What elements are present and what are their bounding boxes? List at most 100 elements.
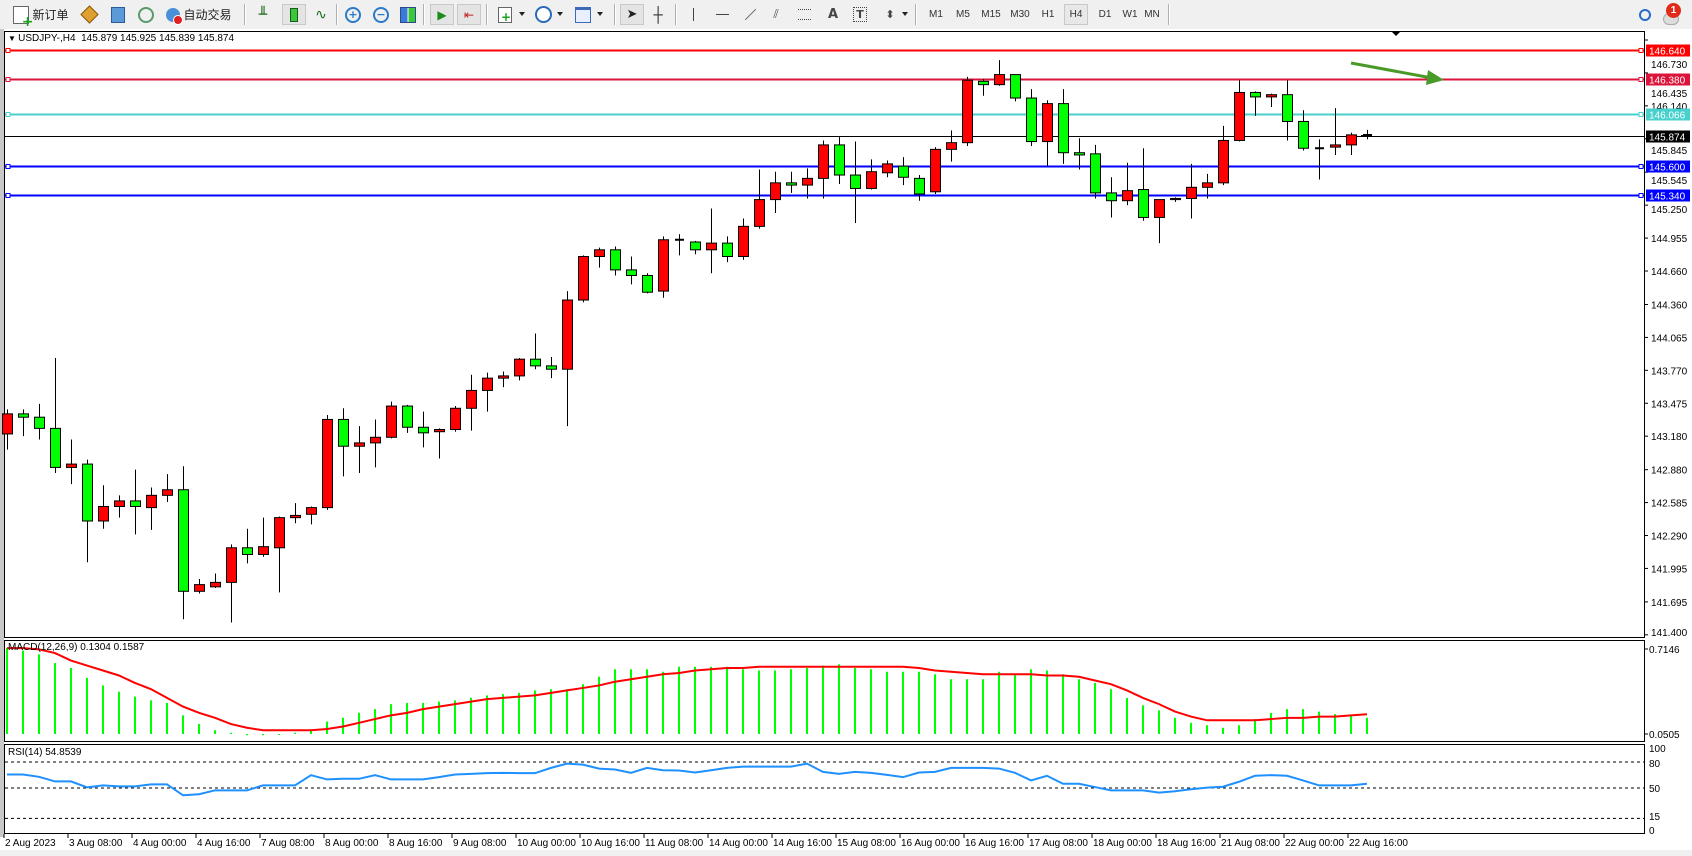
- chart-menu-triangle-icon[interactable]: ▼: [8, 34, 19, 43]
- candle-bull: [354, 442, 365, 447]
- macd-histogram-bar: [1222, 727, 1224, 734]
- text-label-button[interactable]: T: [849, 4, 871, 25]
- candle-bear: [130, 500, 141, 507]
- candle-bull: [562, 299, 573, 370]
- bar-chart-button[interactable]: ╨: [252, 4, 274, 25]
- candle-bull: [738, 225, 749, 258]
- candle-bull: [1186, 186, 1197, 199]
- price-label-bg: [1646, 44, 1690, 57]
- candlestick-chart-button[interactable]: [282, 4, 306, 25]
- macd-histogram-bar: [134, 696, 136, 734]
- toolbar-separator: [614, 4, 616, 25]
- price-line-label: 145.874: [1649, 133, 1686, 144]
- timeframe-h1[interactable]: H1: [1041, 9, 1055, 20]
- line-chart-button[interactable]: ∿: [310, 4, 332, 25]
- timeframe-w1[interactable]: W1: [1122, 9, 1138, 20]
- toolbar-separator: [1168, 4, 1170, 25]
- new-order-button[interactable]: + 新订单: [8, 4, 74, 29]
- price-tick-label: 142.290: [1651, 532, 1688, 543]
- timeframe-m30[interactable]: M30: [1010, 9, 1030, 20]
- timeframe-m5[interactable]: M5: [956, 9, 970, 20]
- crosshair-button[interactable]: ┼: [647, 4, 669, 25]
- templates-icon: [575, 6, 591, 23]
- price-line-label: 146.066: [1649, 111, 1686, 122]
- macd-histogram-bar: [1094, 682, 1096, 734]
- candle-bull: [1202, 182, 1213, 188]
- zoom-in-button[interactable]: +: [342, 4, 364, 25]
- candle-bull: [434, 428, 445, 433]
- arrows-dropdown-icon[interactable]: [902, 12, 908, 16]
- candle-bear: [642, 274, 653, 293]
- timeframe-d1[interactable]: D1: [1098, 9, 1112, 20]
- templates-button[interactable]: [572, 4, 594, 25]
- price-tick-label: 145.250: [1651, 205, 1688, 216]
- macd-histogram-bar: [38, 654, 40, 734]
- timeframe-mn[interactable]: MN: [1144, 9, 1160, 20]
- candle-bear: [1010, 74, 1021, 99]
- macd-histogram-bar: [1062, 674, 1064, 734]
- text-button[interactable]: A: [822, 4, 844, 25]
- templates-dropdown-icon[interactable]: [597, 12, 603, 16]
- cursor-icon: ➤: [626, 7, 638, 22]
- time-tick-label: 7 Aug 08:00: [261, 838, 315, 849]
- macd-histogram-bar: [822, 665, 824, 734]
- tile-windows-button[interactable]: [397, 4, 419, 25]
- periods-button[interactable]: [532, 4, 554, 25]
- macd-histogram-bar: [838, 664, 840, 734]
- macd-histogram-bar: [1302, 709, 1304, 734]
- macd-histogram-bar: [262, 734, 264, 736]
- price-tick-label: 142.585: [1651, 499, 1688, 510]
- symbol-ohlc-label: USDJPY-,H4 145.879 145.925 145.839 145.8…: [18, 33, 235, 44]
- indicators-button[interactable]: +: [494, 4, 516, 25]
- macd-histogram-bar: [1350, 715, 1352, 734]
- macd-histogram-bar: [950, 679, 952, 734]
- time-tick-label: 22 Aug 00:00: [1285, 838, 1344, 849]
- vertical-line-button[interactable]: [683, 4, 703, 25]
- timeframe-h4[interactable]: H4: [1064, 4, 1088, 25]
- toolbar-separator: [486, 4, 488, 25]
- toolbar-separator: [336, 4, 338, 25]
- fibonacci-retracement-button[interactable]: [793, 4, 815, 25]
- candle-bull: [194, 584, 205, 592]
- time-tick-label: 10 Aug 16:00: [581, 838, 640, 849]
- timeframe-m15[interactable]: M15: [981, 9, 1001, 20]
- time-tick-label: 21 Aug 08:00: [1221, 838, 1280, 849]
- autotrading-button[interactable]: 自动交易: [163, 4, 235, 25]
- auto-scroll-button[interactable]: ▶: [430, 4, 454, 25]
- line-handle: [5, 193, 11, 198]
- price-line-label: 146.380: [1649, 76, 1686, 87]
- line-handle: [1638, 112, 1644, 117]
- macd-panel: 0.7146 0.0505: [6, 645, 1680, 741]
- zoom-out-icon: −: [373, 6, 389, 23]
- price-tick-label: 144.360: [1651, 300, 1688, 311]
- search-button[interactable]: [1636, 4, 1654, 25]
- rsi-panel-border: [4, 744, 1645, 834]
- candle-bear: [1106, 192, 1117, 202]
- macd-histogram-bar: [966, 679, 968, 734]
- macd-histogram-bar: [518, 692, 520, 734]
- macd-histogram-bar: [854, 668, 856, 734]
- timeframe-m1[interactable]: M1: [929, 9, 943, 20]
- candle-bear: [82, 463, 93, 522]
- indicators-dropdown-icon[interactable]: [519, 12, 525, 16]
- cursor-button[interactable]: ➤: [620, 4, 644, 25]
- chart-shift-button[interactable]: ⇤: [457, 4, 481, 25]
- arrows-button[interactable]: ⬍: [879, 4, 901, 25]
- macd-histogram-bar: [22, 650, 24, 734]
- equidistant-channel-button[interactable]: ⫽: [765, 4, 787, 25]
- periods-dropdown-icon[interactable]: [557, 12, 563, 16]
- macd-histogram-bar: [934, 674, 936, 734]
- navigator-button[interactable]: [136, 4, 156, 25]
- candle-bull: [882, 163, 893, 174]
- data-window-button[interactable]: [108, 4, 128, 25]
- line-handle: [1638, 164, 1644, 169]
- macd-histogram-bar: [230, 732, 232, 734]
- macd-label: MACD(12,26,9) 0.1304 0.1587: [8, 642, 145, 653]
- zoom-out-button[interactable]: −: [370, 4, 392, 25]
- time-tick-label: 11 Aug 08:00: [645, 838, 704, 849]
- candle-bear: [834, 144, 845, 176]
- horizontal-line-button[interactable]: [711, 4, 733, 25]
- candle-bear: [914, 177, 925, 195]
- macd-histogram-bar: [790, 669, 792, 734]
